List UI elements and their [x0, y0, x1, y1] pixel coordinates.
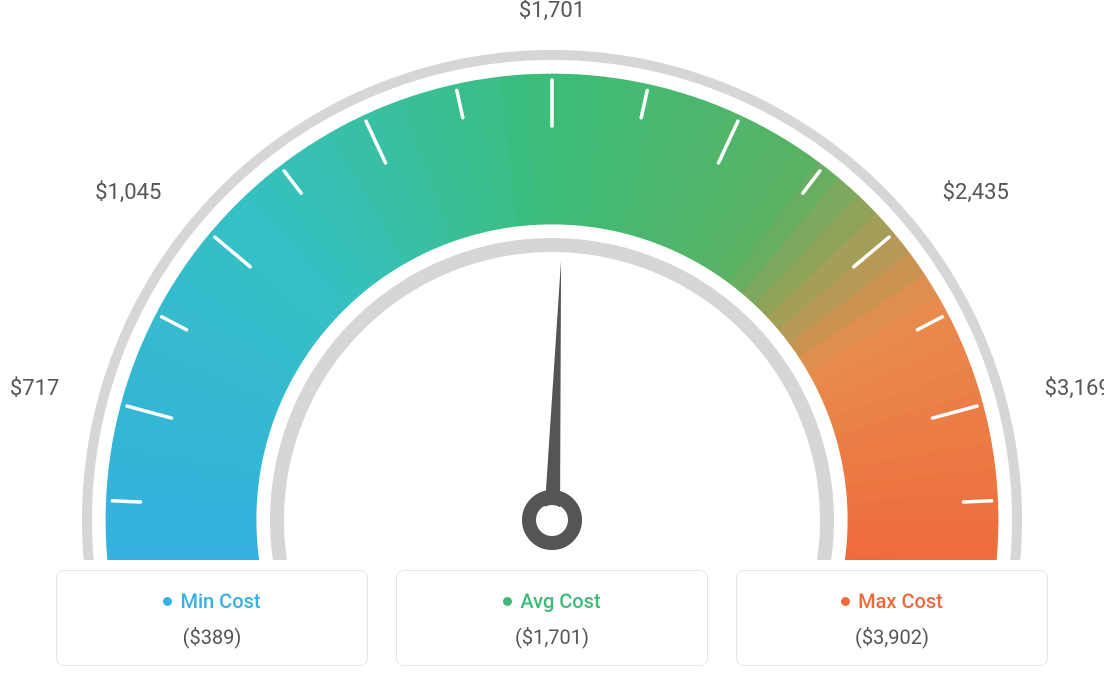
svg-text:$1,701: $1,701 [519, 0, 585, 23]
legend-value-avg: ($1,701) [397, 625, 707, 649]
legend-label-avg: Avg Cost [520, 589, 600, 613]
chart-container: $389$717$1,045$1,701$2,435$3,169$3,902 M… [0, 0, 1104, 690]
legend-title-max: Max Cost [841, 589, 943, 613]
legend-title-avg: Avg Cost [503, 589, 600, 613]
legend-card-max: Max Cost ($3,902) [736, 570, 1048, 666]
legend-dot-max [841, 597, 850, 606]
gauge-svg: $389$717$1,045$1,701$2,435$3,169$3,902 [0, 0, 1104, 560]
gauge-chart: $389$717$1,045$1,701$2,435$3,169$3,902 [0, 0, 1104, 560]
legend-value-max: ($3,902) [737, 625, 1047, 649]
legend-card-avg: Avg Cost ($1,701) [396, 570, 708, 666]
legend-dot-min [163, 597, 172, 606]
legend-row: Min Cost ($389) Avg Cost ($1,701) Max Co… [0, 570, 1104, 666]
svg-text:$3,169: $3,169 [1045, 376, 1104, 401]
svg-text:$717: $717 [10, 376, 59, 401]
svg-text:$2,435: $2,435 [943, 180, 1009, 205]
legend-title-min: Min Cost [163, 589, 260, 613]
legend-label-min: Min Cost [180, 589, 260, 613]
legend-card-min: Min Cost ($389) [56, 570, 368, 666]
legend-dot-avg [503, 597, 512, 606]
legend-value-min: ($389) [57, 625, 367, 649]
legend-label-max: Max Cost [858, 589, 943, 613]
svg-text:$1,045: $1,045 [95, 180, 161, 205]
